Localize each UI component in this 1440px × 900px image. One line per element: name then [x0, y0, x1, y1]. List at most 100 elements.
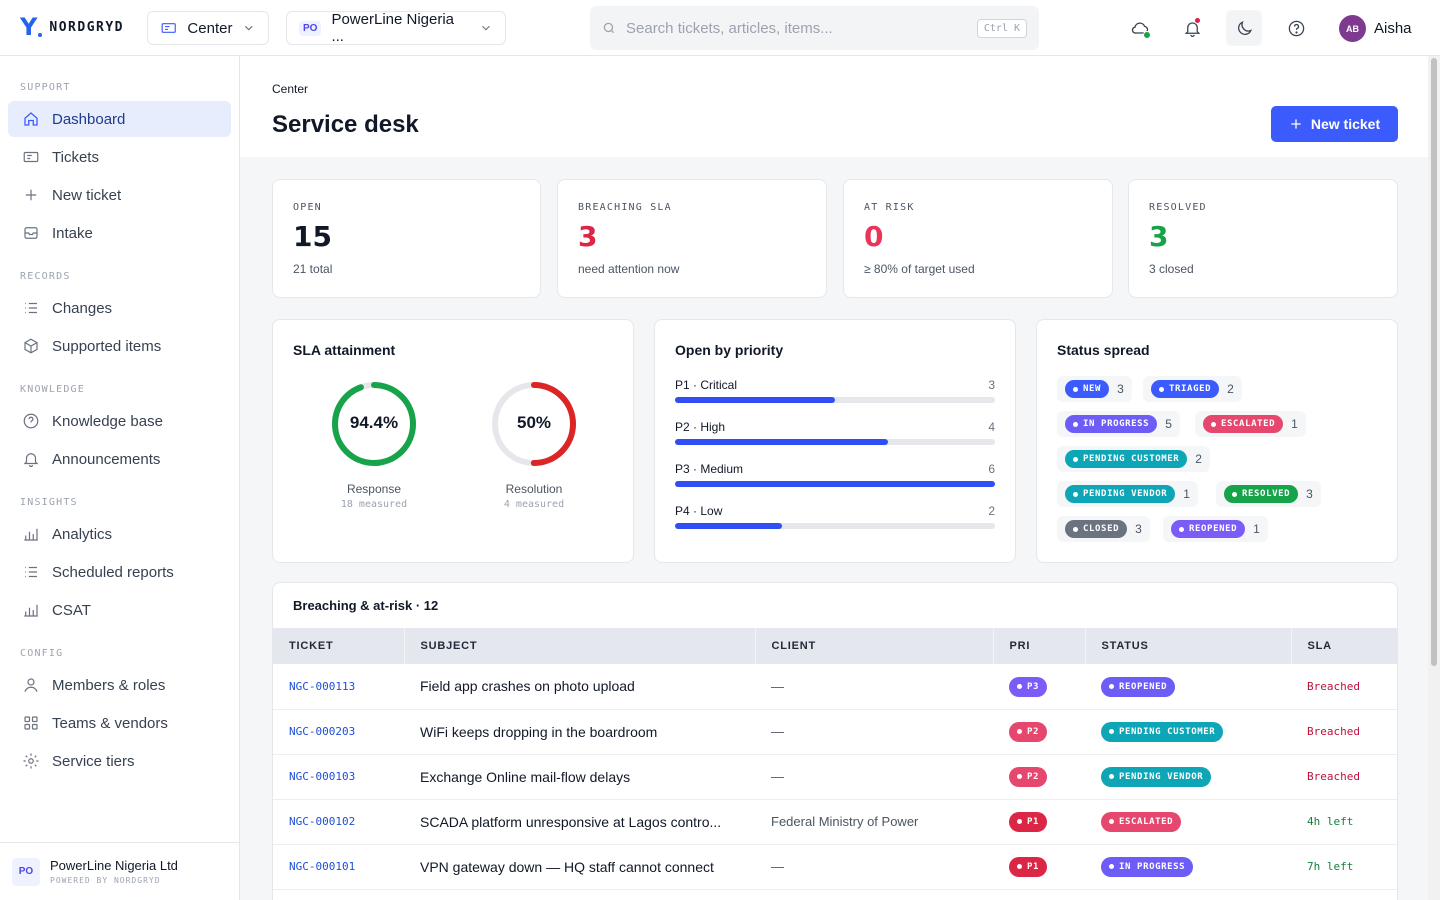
priority-bar: [675, 397, 835, 403]
sidebar-item-members-roles[interactable]: Members & roles: [8, 667, 231, 703]
stat-value: 3: [578, 220, 598, 253]
global-search[interactable]: Ctrl K: [590, 6, 1039, 50]
status-chip-reopened[interactable]: REOPENED 1: [1163, 516, 1268, 542]
sync-status-button[interactable]: [1122, 10, 1158, 46]
sidebar-item-service-tiers[interactable]: Service tiers: [8, 743, 231, 779]
sla-attainment-card: SLA attainment 94.4% Response 18 measure…: [272, 319, 634, 563]
ticket-id-link[interactable]: NGC-000103: [273, 754, 404, 800]
sidebar-item-label: Teams & vendors: [52, 714, 168, 732]
status-badge: ESCALATED: [1101, 811, 1182, 832]
column-header-client[interactable]: CLIENT: [755, 628, 994, 664]
sidebar-item-dashboard[interactable]: Dashboard: [8, 101, 231, 137]
column-header-status[interactable]: STATUS: [1085, 628, 1292, 664]
online-indicator: [1143, 31, 1151, 39]
sidebar-item-scheduled-reports[interactable]: Scheduled reports: [8, 554, 231, 590]
new-ticket-label: New ticket: [1310, 116, 1381, 132]
sidebar-item-label: Knowledge base: [52, 412, 163, 430]
search-shortcut: Ctrl K: [976, 18, 1027, 38]
priority-row-p3[interactable]: P3 · Medium 6: [675, 462, 995, 487]
stat-value: 0: [864, 220, 884, 253]
inbox-icon: [24, 227, 38, 239]
stat-card-breaching-sla[interactable]: BREACHING SLA 3 need attention now: [557, 179, 827, 298]
sidebar-item-supported-items[interactable]: Supported items: [8, 328, 231, 364]
ticket-id-link[interactable]: NGC-000102: [273, 799, 404, 845]
stat-card-resolved[interactable]: RESOLVED 3 3 closed: [1128, 179, 1398, 298]
page-header: Center Service desk New ticket: [240, 56, 1428, 157]
status-chip-in-progress[interactable]: IN PROGRESS 5: [1057, 411, 1180, 437]
status-badge: REOPENED: [1101, 676, 1176, 697]
priority-name: P2 · High: [675, 420, 726, 434]
column-header-sla[interactable]: SLA: [1291, 628, 1397, 664]
ticket-client: —: [755, 709, 993, 755]
status-chip-pending-vendor[interactable]: PENDING VENDOR 1: [1057, 481, 1198, 507]
table-row[interactable]: NGC-000101 VPN gateway down — HQ staff ca…: [273, 844, 1397, 890]
priority-count: 2: [988, 504, 995, 518]
priority-row-p1[interactable]: P1 · Critical 3: [675, 378, 995, 403]
status-chip-pending-customer[interactable]: PENDING CUSTOMER 2: [1057, 446, 1210, 472]
status-chip: PENDING VENDOR: [1065, 485, 1176, 503]
status-chip: ESCALATED: [1203, 415, 1284, 433]
priority-badge: P3: [1009, 676, 1048, 697]
status-chip-resolved[interactable]: RESOLVED 3: [1216, 481, 1321, 507]
stat-card-at-risk[interactable]: AT RISK 0 ≥ 80% of target used: [843, 179, 1113, 298]
response-label: Response: [346, 482, 402, 496]
stat-subtext: need attention now: [578, 262, 680, 276]
resolution-label: Resolution: [505, 482, 563, 496]
ticket-id-link[interactable]: NGC-000113: [273, 664, 404, 710]
priority-row-p2[interactable]: P2 · High 4: [675, 420, 995, 445]
sidebar-item-changes[interactable]: Changes: [8, 290, 231, 326]
organization-switcher[interactable]: PO PowerLine Nigeria ...: [286, 11, 506, 45]
sidebar-item-new-ticket[interactable]: New ticket: [8, 177, 231, 213]
theme-toggle-button[interactable]: [1226, 10, 1262, 46]
sidebar-section-support: SUPPORT: [20, 82, 71, 93]
sidebar-item-announcements[interactable]: Announcements: [8, 441, 231, 477]
workspace-switcher[interactable]: Center: [147, 11, 269, 45]
search-input[interactable]: [626, 19, 967, 37]
sidebar-item-knowledge-base[interactable]: Knowledge base: [8, 403, 231, 439]
notification-dot: [1194, 17, 1201, 24]
status-count: 3: [1135, 522, 1142, 536]
user-menu[interactable]: AB Aisha: [1339, 15, 1412, 42]
sidebar-item-csat[interactable]: CSAT: [8, 592, 231, 628]
notifications-button[interactable]: [1174, 10, 1210, 46]
ticket-priority-cell: P1: [993, 844, 1085, 890]
ticket-priority-cell: P1: [993, 799, 1085, 845]
table-row[interactable]: NGC-000103 Exchange Online mail-flow dela…: [273, 754, 1397, 800]
scrollbar-thumb[interactable]: [1431, 58, 1437, 666]
help-button[interactable]: [1278, 10, 1314, 46]
table-header-row: TICKET SUBJECT CLIENT PRI STATUS SLA: [273, 628, 1397, 664]
ticket-client: —: [755, 844, 993, 890]
status-chip-closed[interactable]: CLOSED 3: [1057, 516, 1150, 542]
ticket-id-link[interactable]: NGC-000101: [273, 844, 404, 890]
table-row[interactable]: NGC-000102 SCADA platform unresponsive at…: [273, 799, 1397, 845]
ticket-id-link[interactable]: NGC-000203: [273, 709, 404, 755]
status-chip-triaged[interactable]: TRIAGED 2: [1143, 376, 1242, 402]
status-count: 1: [1291, 417, 1298, 431]
sidebar: SUPPORT Dashboard Tickets New ticket Int…: [0, 56, 240, 900]
brand-logo[interactable]: Y NORDGRYD: [20, 15, 124, 39]
open-by-priority-card: Open by priority P1 · Critical 3 P2 · Hi…: [654, 319, 1016, 563]
column-header-ticket[interactable]: TICKET: [273, 628, 405, 664]
sidebar-item-analytics[interactable]: Analytics: [8, 516, 231, 552]
ticket-priority-cell: P3: [993, 664, 1085, 710]
stat-card-open[interactable]: OPEN 15 21 total: [272, 179, 541, 298]
status-chip-new[interactable]: NEW 3: [1057, 376, 1132, 402]
column-header-subject[interactable]: SUBJECT: [404, 628, 756, 664]
page-scrollbar[interactable]: [1428, 56, 1440, 900]
donut-arc-resolution: [492, 382, 576, 466]
bar-chart-icon: [24, 528, 38, 541]
priority-row-p4[interactable]: P4 · Low 2: [675, 504, 995, 529]
column-header-priority[interactable]: PRI: [993, 628, 1086, 664]
sidebar-org-footer[interactable]: PO PowerLine Nigeria Ltd POWERED BY NORD…: [0, 842, 240, 900]
sidebar-item-tickets[interactable]: Tickets: [8, 139, 231, 175]
brand-name: NORDGRYD: [49, 19, 125, 35]
table-row[interactable]: NGC-000113 Field app crashes on photo upl…: [273, 664, 1397, 710]
breadcrumb[interactable]: Center: [272, 82, 309, 96]
status-chip-escalated[interactable]: ESCALATED 1: [1195, 411, 1306, 437]
sidebar-item-teams-vendors[interactable]: Teams & vendors: [8, 705, 231, 741]
sidebar-item-intake[interactable]: Intake: [8, 215, 231, 251]
ticket-subject: Exchange Online mail-flow delays: [404, 754, 755, 800]
ticket-status-cell: PENDING CUSTOMER: [1085, 709, 1291, 755]
new-ticket-button[interactable]: New ticket: [1271, 106, 1398, 142]
table-row[interactable]: NGC-000203 WiFi keeps dropping in the boa…: [273, 709, 1397, 755]
